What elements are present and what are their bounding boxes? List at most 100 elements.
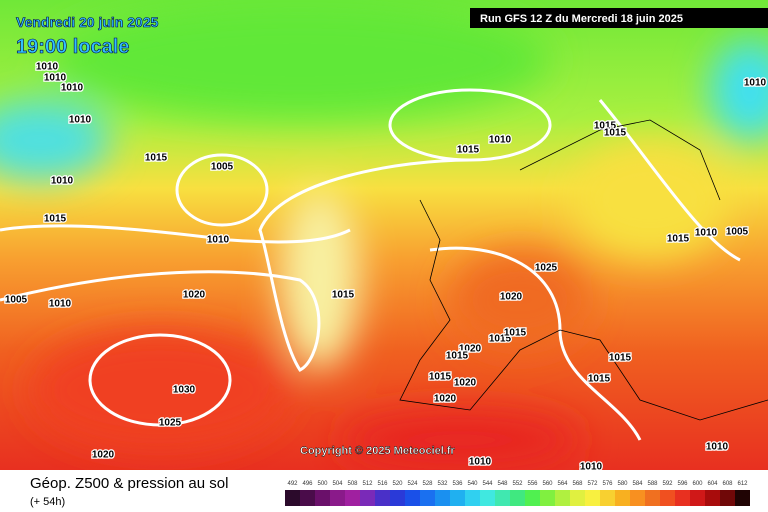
scale-label: 552 [512, 481, 523, 487]
scale-label: 512 [362, 481, 373, 487]
scale-label: 516 [377, 481, 388, 487]
isobar-label: 1025 [535, 263, 558, 274]
isobar-label: 1015 [588, 374, 611, 385]
scale-swatch [465, 490, 480, 506]
scale-swatch [555, 490, 570, 506]
scale-label: 612 [737, 481, 748, 487]
isobar-label: 1010 [695, 228, 718, 239]
scale-swatch [405, 490, 420, 506]
scale-swatch [315, 490, 330, 506]
isobar-label: 1005 [211, 162, 234, 173]
scale-swatch [300, 490, 315, 506]
scale-label: 544 [482, 481, 493, 487]
scale-swatch [660, 490, 675, 506]
scale-swatch [540, 490, 555, 506]
scale-swatch [570, 490, 585, 506]
scale-label: 500 [317, 481, 328, 487]
scale-swatch [345, 490, 360, 506]
scale-label: 536 [452, 481, 463, 487]
scale-swatch [285, 490, 300, 506]
isobar-label: 1010 [744, 78, 767, 89]
isobar-label: 1005 [726, 227, 749, 238]
scale-label: 548 [497, 481, 508, 487]
scale-label: 564 [557, 481, 568, 487]
scale-swatch [630, 490, 645, 506]
scale-label: 540 [467, 481, 478, 487]
isobar-label: 1010 [489, 135, 512, 146]
legend-title: Géop. Z500 & pression au sol [30, 475, 228, 492]
scale-swatch [735, 490, 750, 506]
scale-label: 588 [647, 481, 658, 487]
scale-label: 496 [302, 481, 313, 487]
isobar-label: 1015 [429, 372, 452, 383]
scale-swatch [675, 490, 690, 506]
scale-swatch [510, 490, 525, 506]
isobar-label: 1015 [457, 145, 480, 156]
isobar-label: 1015 [446, 351, 469, 362]
scale-label: 604 [707, 481, 718, 487]
isobar-label: 1015 [145, 153, 168, 164]
scale-swatch [450, 490, 465, 506]
scale-swatch [615, 490, 630, 506]
scale-label: 584 [632, 481, 643, 487]
isobar-label: 1010 [61, 83, 84, 94]
scale-swatch [435, 490, 450, 506]
isobar-label: 1010 [69, 115, 92, 126]
scale-label: 524 [407, 481, 418, 487]
scale-swatch [360, 490, 375, 506]
scale-swatch [390, 490, 405, 506]
scale-swatch [420, 490, 435, 506]
scale-swatch [585, 490, 600, 506]
isobar-label: 1005 [5, 295, 28, 306]
scale-label: 568 [572, 481, 583, 487]
isobar-label: 1030 [173, 385, 196, 396]
isobar-label: 1020 [434, 394, 457, 405]
isobar-label: 1015 [609, 353, 632, 364]
isobar-label: 1010 [469, 457, 492, 468]
isobar-label: 1025 [159, 418, 182, 429]
date: Vendredi 20 juin 2025 [16, 14, 159, 30]
scale-label: 560 [542, 481, 553, 487]
scale-swatch [525, 490, 540, 506]
scale-swatch [720, 490, 735, 506]
scale-label: 600 [692, 481, 703, 487]
isobar-label: 1015 [504, 328, 527, 339]
scale-label: 532 [437, 481, 448, 487]
scale-label: 504 [332, 481, 343, 487]
scale-label: 576 [602, 481, 613, 487]
run-label: Run GFS 12 Z du Mercredi 18 juin 2025 [480, 13, 683, 25]
time: 19:00 locale [16, 36, 129, 58]
isobar-label: 1015 [489, 334, 512, 345]
isobar-label: 1020 [183, 290, 206, 301]
isobar-label: 1015 [594, 121, 617, 132]
scale-label: 592 [662, 481, 673, 487]
scale-label: 580 [617, 481, 628, 487]
field [0, 0, 768, 470]
isobar-label: 1010 [36, 62, 59, 73]
scale-label: 508 [347, 481, 358, 487]
scale-label: 608 [722, 481, 733, 487]
scale-label: 492 [287, 481, 298, 487]
isobar-label: 1020 [454, 378, 477, 389]
copyright: Copyright © 2025 Meteociel.fr [300, 445, 456, 457]
scale-swatch [705, 490, 720, 506]
scale-swatch [480, 490, 495, 506]
isobar-label: 1020 [459, 344, 482, 355]
isobar-label: 1020 [92, 450, 115, 461]
scale-label: 596 [677, 481, 688, 487]
scale-swatch [375, 490, 390, 506]
scale-label: 528 [422, 481, 433, 487]
scale-swatch [495, 490, 510, 506]
scale-swatch [600, 490, 615, 506]
isobar-label: 1015 [667, 234, 690, 245]
scale-swatch [690, 490, 705, 506]
scale-label: 556 [527, 481, 538, 487]
isobar-label: 1010 [207, 235, 230, 246]
isobar-label: 1015 [604, 128, 627, 139]
isobar-label: 1015 [44, 214, 67, 225]
scale-swatch [330, 490, 345, 506]
scale-label: 520 [392, 481, 403, 487]
isobar-label: 1015 [332, 290, 355, 301]
scale-label: 572 [587, 481, 598, 487]
